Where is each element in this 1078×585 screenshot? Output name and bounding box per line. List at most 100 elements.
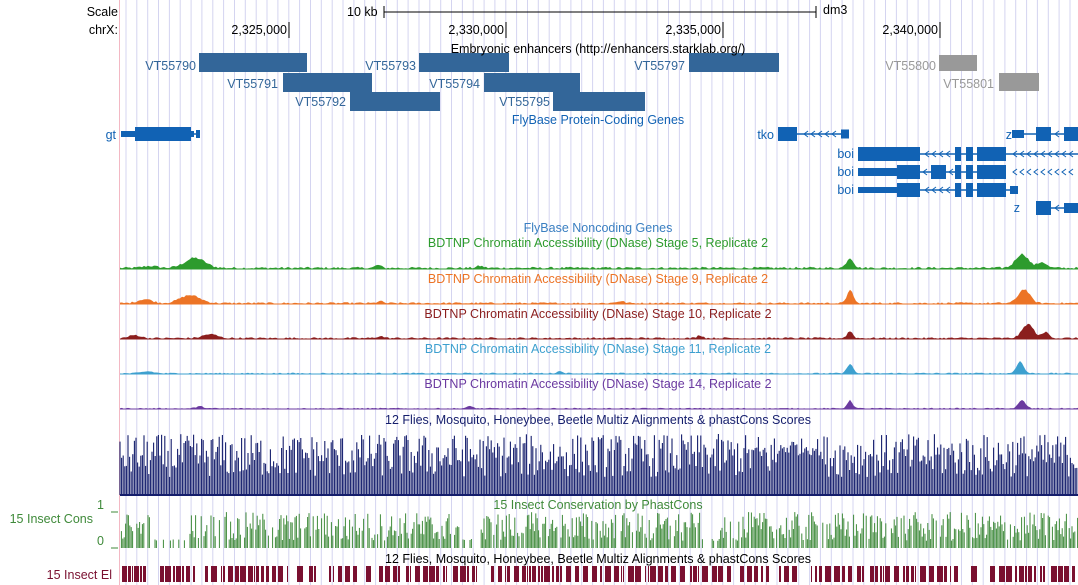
gene-label[interactable]: z <box>1013 201 1020 215</box>
gene-exon <box>977 165 1006 179</box>
conserved-element <box>544 566 550 582</box>
dnase-signal <box>120 361 1078 374</box>
strand-arrow <box>1040 168 1046 176</box>
conserved-element <box>815 566 817 582</box>
enhancer-block <box>689 53 779 72</box>
gene-exon <box>135 127 191 141</box>
conserved-element <box>505 566 506 582</box>
strand-arrow <box>803 130 809 138</box>
enhancer-label[interactable]: VT55793 <box>365 59 416 73</box>
enhancer-block <box>939 55 977 71</box>
strand-arrow <box>1054 150 1060 158</box>
enhancer-block <box>553 92 645 111</box>
conserved-element <box>1015 566 1017 582</box>
conserved-element <box>278 566 283 582</box>
strand-arrow <box>817 130 823 138</box>
conserved-element <box>583 566 588 582</box>
gene-exon <box>966 147 973 161</box>
track-title-dnase: BDTNP Chromatin Accessibility (DNase) St… <box>424 307 772 321</box>
strand-arrow <box>924 186 930 194</box>
conserved-element <box>894 566 899 582</box>
conserved-element <box>920 566 926 582</box>
strand-arrow <box>1026 168 1032 176</box>
conserved-element <box>999 566 1005 582</box>
enhancer-label[interactable]: VT55790 <box>145 59 196 73</box>
conserved-element <box>665 566 668 582</box>
enhancer-label[interactable]: VT55795 <box>499 95 550 109</box>
conserved-element <box>880 566 882 582</box>
conserved-element <box>600 566 602 582</box>
conserved-element <box>671 566 676 582</box>
gene-label[interactable]: boi <box>837 183 854 197</box>
conserved-element <box>825 566 831 582</box>
enhancer-label[interactable]: VT55800 <box>885 59 936 73</box>
conserved-element <box>436 566 439 582</box>
track-title-dnase: BDTNP Chromatin Accessibility (DNase) St… <box>427 272 769 286</box>
conserved-element <box>990 566 995 582</box>
conserved-element <box>635 566 641 582</box>
gene-label[interactable]: gt <box>105 128 116 142</box>
dnase-signal <box>120 289 1078 304</box>
conserved-element <box>460 566 466 582</box>
strand-arrow <box>1019 150 1025 158</box>
strand-arrow <box>824 130 830 138</box>
strand-arrow <box>1033 168 1039 176</box>
conserved-element <box>842 566 845 582</box>
conserved-element <box>811 566 812 582</box>
gene-label[interactable]: tko <box>757 128 774 142</box>
enhancer-block <box>350 92 440 111</box>
strand-arrow <box>931 150 937 158</box>
conserved-element <box>498 566 502 582</box>
enhancer-block <box>419 53 509 72</box>
conserved-element <box>1019 566 1024 582</box>
strand-arrow <box>831 130 837 138</box>
gene-exon <box>1012 130 1024 138</box>
strand-arrow <box>1047 168 1053 176</box>
cons-side-label[interactable]: 15 Insect Cons <box>9 512 93 526</box>
conserved-element <box>472 566 475 582</box>
strand-arrow <box>938 150 944 158</box>
conserved-element <box>522 566 526 582</box>
scale-label: Scale <box>86 5 118 19</box>
gene-label[interactable]: z <box>1005 128 1012 142</box>
conserved-element <box>623 566 624 582</box>
gene-label[interactable]: boi <box>837 165 854 179</box>
conserved-element <box>747 566 752 582</box>
track-title-cons: 15 Insect Conservation by PhastCons <box>493 498 703 512</box>
conserved-element <box>712 566 717 582</box>
conserved-element <box>193 566 195 582</box>
conserved-element <box>507 566 510 582</box>
conserved-element <box>366 566 371 582</box>
conserved-element <box>556 566 559 582</box>
conserved-element <box>784 566 789 582</box>
track-title-dnase: BDTNP Chromatin Accessibility (DNase) St… <box>424 342 772 356</box>
position-label: 2,325,000 <box>231 23 287 37</box>
conserved-element <box>345 566 350 582</box>
enhancer-label[interactable]: VT55791 <box>227 77 278 91</box>
enhancer-label[interactable]: VT55801 <box>943 77 994 91</box>
conserved-element <box>514 566 519 582</box>
conserved-element <box>650 566 656 582</box>
conserved-element <box>883 566 884 582</box>
position-label: 2,340,000 <box>882 23 938 37</box>
conserved-element <box>1051 566 1057 582</box>
enhancer-label[interactable]: VT55792 <box>295 95 346 109</box>
strand-arrow <box>1012 168 1018 176</box>
strand-arrow <box>945 150 951 158</box>
enhancer-label[interactable]: VT55794 <box>429 77 480 91</box>
conserved-element <box>398 566 400 582</box>
elements-side-label[interactable]: 15 Insect El <box>46 568 112 582</box>
gene-exon <box>191 131 194 137</box>
gene-label[interactable]: boi <box>837 147 854 161</box>
conserved-element <box>575 566 579 582</box>
conserved-element <box>446 566 447 582</box>
enhancer-label[interactable]: VT55797 <box>634 59 685 73</box>
strand-arrow <box>1047 150 1053 158</box>
conserved-element <box>1040 566 1042 582</box>
assembly-label: dm3 <box>823 3 848 17</box>
conserved-element <box>680 566 685 582</box>
cons-axis-min: 0 <box>97 534 104 548</box>
conserved-element <box>235 566 239 582</box>
